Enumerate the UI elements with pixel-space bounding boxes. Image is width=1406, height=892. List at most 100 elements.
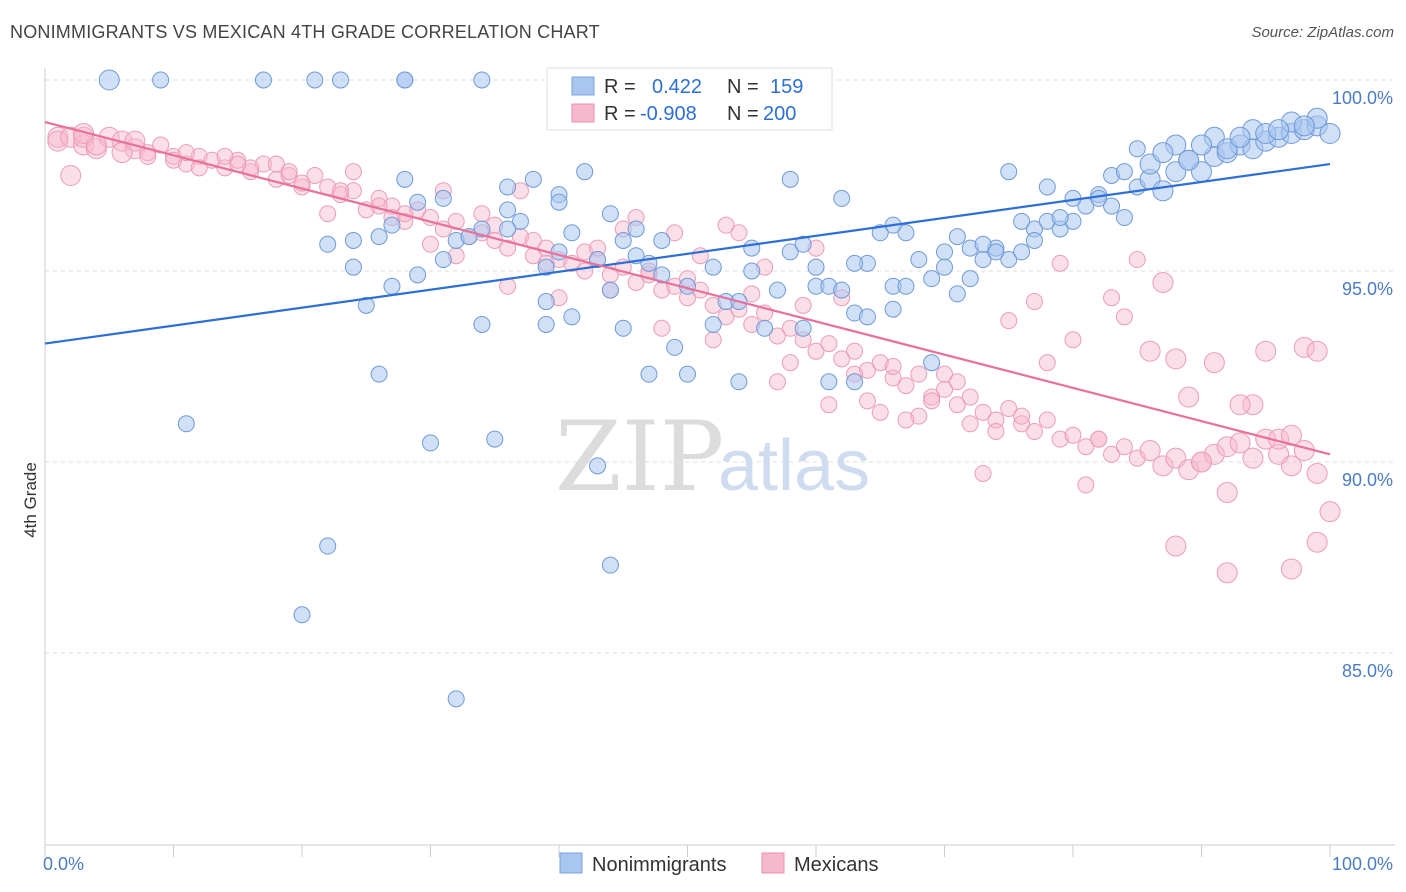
nonimmigrants-point bbox=[550, 193, 568, 211]
nonimmigrants-point bbox=[1178, 149, 1200, 171]
nonimmigrants-point bbox=[1229, 126, 1251, 148]
mexicans-point bbox=[473, 205, 491, 223]
mexicans-point bbox=[704, 331, 722, 349]
mexicans-point bbox=[974, 464, 992, 482]
nonimmigrants-point bbox=[666, 338, 684, 356]
x-tick-label: 0.0% bbox=[43, 854, 84, 874]
nonimmigrants-point bbox=[344, 231, 362, 249]
mexicans-point bbox=[1203, 352, 1225, 374]
mexicans-point bbox=[1306, 531, 1328, 553]
mexicans-point bbox=[1229, 432, 1251, 454]
mexicans-point bbox=[1152, 271, 1174, 293]
mexicans-point bbox=[1000, 400, 1018, 418]
nonimmigrants-point bbox=[537, 293, 555, 311]
nonimmigrants-point bbox=[614, 231, 632, 249]
nonimmigrants-point bbox=[409, 193, 427, 211]
legend-swatch-blue bbox=[571, 76, 595, 96]
nonimmigrants-point bbox=[936, 258, 953, 276]
nonimmigrants-point bbox=[447, 690, 465, 708]
nonimmigrants-point bbox=[858, 308, 876, 326]
nonimmigrants-point bbox=[923, 354, 941, 372]
nonimmigrants-point bbox=[1152, 142, 1174, 164]
nonimmigrants-point bbox=[974, 235, 992, 253]
mexicans-point bbox=[1255, 428, 1277, 450]
mexicans-point bbox=[846, 342, 864, 360]
mexicans-point bbox=[948, 373, 966, 391]
nonimmigrants-point bbox=[794, 235, 812, 253]
mexicans-point bbox=[1077, 438, 1095, 456]
mexicans-point bbox=[1229, 394, 1251, 416]
mexicans-point bbox=[98, 126, 120, 148]
mexicans-point bbox=[1280, 558, 1302, 580]
mexicans-point bbox=[858, 361, 876, 379]
mexicans-point bbox=[319, 205, 337, 223]
mexicans-point bbox=[820, 335, 838, 353]
nonimmigrants-point bbox=[396, 71, 414, 89]
nonimmigrants-point bbox=[601, 556, 619, 574]
mexicans-point bbox=[1306, 462, 1328, 484]
mexicans-point bbox=[1025, 293, 1043, 311]
nonimmigrants-point bbox=[781, 170, 799, 188]
chart-title: NONIMMIGRANTS VS MEXICAN 4TH GRADE CORRE… bbox=[10, 22, 600, 42]
mexicans-point bbox=[1103, 289, 1121, 307]
nonimmigrants-point bbox=[511, 212, 529, 230]
nonimmigrants-point bbox=[1000, 163, 1018, 181]
mexicans-point bbox=[1000, 312, 1018, 330]
mexicans-point bbox=[280, 167, 298, 184]
mexicans-point bbox=[717, 216, 735, 234]
nonimmigrants-point bbox=[679, 365, 696, 383]
mexicans-point bbox=[1319, 501, 1341, 523]
x-tick-labels: 0.0% 100.0% bbox=[43, 854, 1393, 874]
mexicans-point bbox=[229, 151, 247, 169]
mexicans-point bbox=[961, 415, 979, 433]
mexicans-trend-line bbox=[44, 120, 1331, 456]
nonimmigrants-point bbox=[743, 239, 761, 257]
nonimmigrants-point bbox=[948, 285, 966, 303]
nonimmigrants-point bbox=[846, 373, 864, 391]
nonimmigrants-point bbox=[781, 243, 799, 261]
watermark-zip: ZIP bbox=[555, 401, 724, 513]
nonimmigrants-point bbox=[846, 254, 864, 272]
nonimmigrants-point bbox=[319, 235, 337, 253]
mexicans-point bbox=[1139, 440, 1161, 462]
nonimmigrants-point bbox=[1038, 178, 1056, 196]
mexicans-point bbox=[1090, 430, 1108, 448]
nonimmigrants-point bbox=[704, 258, 722, 276]
watermark-atlas: atlas bbox=[718, 426, 870, 506]
y-tick-label: 85.0% bbox=[1342, 661, 1393, 681]
mexicans-point bbox=[1165, 535, 1187, 557]
legend-swatch-mexicans bbox=[761, 852, 785, 874]
mexicans-point bbox=[923, 392, 941, 410]
mexicans-point bbox=[1115, 308, 1133, 326]
mexicans-point bbox=[254, 155, 272, 173]
mexicans-point bbox=[1293, 336, 1315, 358]
mexicans-point bbox=[1178, 459, 1200, 481]
legend-swatch-nonimmigrants bbox=[559, 852, 583, 874]
mexicans-point bbox=[794, 296, 812, 314]
mexicans-point bbox=[576, 243, 594, 261]
mexicans-point bbox=[1178, 386, 1200, 408]
nonimmigrants-point bbox=[936, 243, 953, 261]
nonimmigrants-point bbox=[370, 228, 388, 246]
nonimmigrants-point bbox=[833, 189, 851, 207]
mexicans-point bbox=[910, 407, 928, 425]
trend-lines bbox=[44, 120, 1331, 456]
mexicans-point bbox=[987, 422, 1005, 440]
nonimmigrants-point bbox=[1103, 197, 1121, 215]
chart-source: Source: ZipAtlas.com bbox=[1251, 24, 1394, 41]
mexicans-point bbox=[923, 388, 941, 406]
mexicans-point bbox=[1216, 482, 1238, 504]
nonimmigrants-point bbox=[370, 365, 388, 383]
nonimmigrants-point bbox=[640, 365, 658, 383]
mexicans-point bbox=[216, 147, 234, 165]
nonimmigrants-point bbox=[948, 228, 966, 246]
nonimmigrants-point bbox=[704, 315, 722, 333]
legend-label-nonimmigrants: Nonimmigrants bbox=[592, 854, 726, 876]
mexicans-point bbox=[1025, 422, 1043, 440]
nonimmigrants-point bbox=[1115, 209, 1133, 227]
mexicans-point bbox=[1103, 445, 1121, 463]
mexicans-point bbox=[768, 327, 786, 345]
nonimmigrants-point bbox=[383, 277, 401, 295]
mexicans-point bbox=[1115, 438, 1133, 456]
nonimmigrants-points bbox=[98, 69, 1341, 708]
